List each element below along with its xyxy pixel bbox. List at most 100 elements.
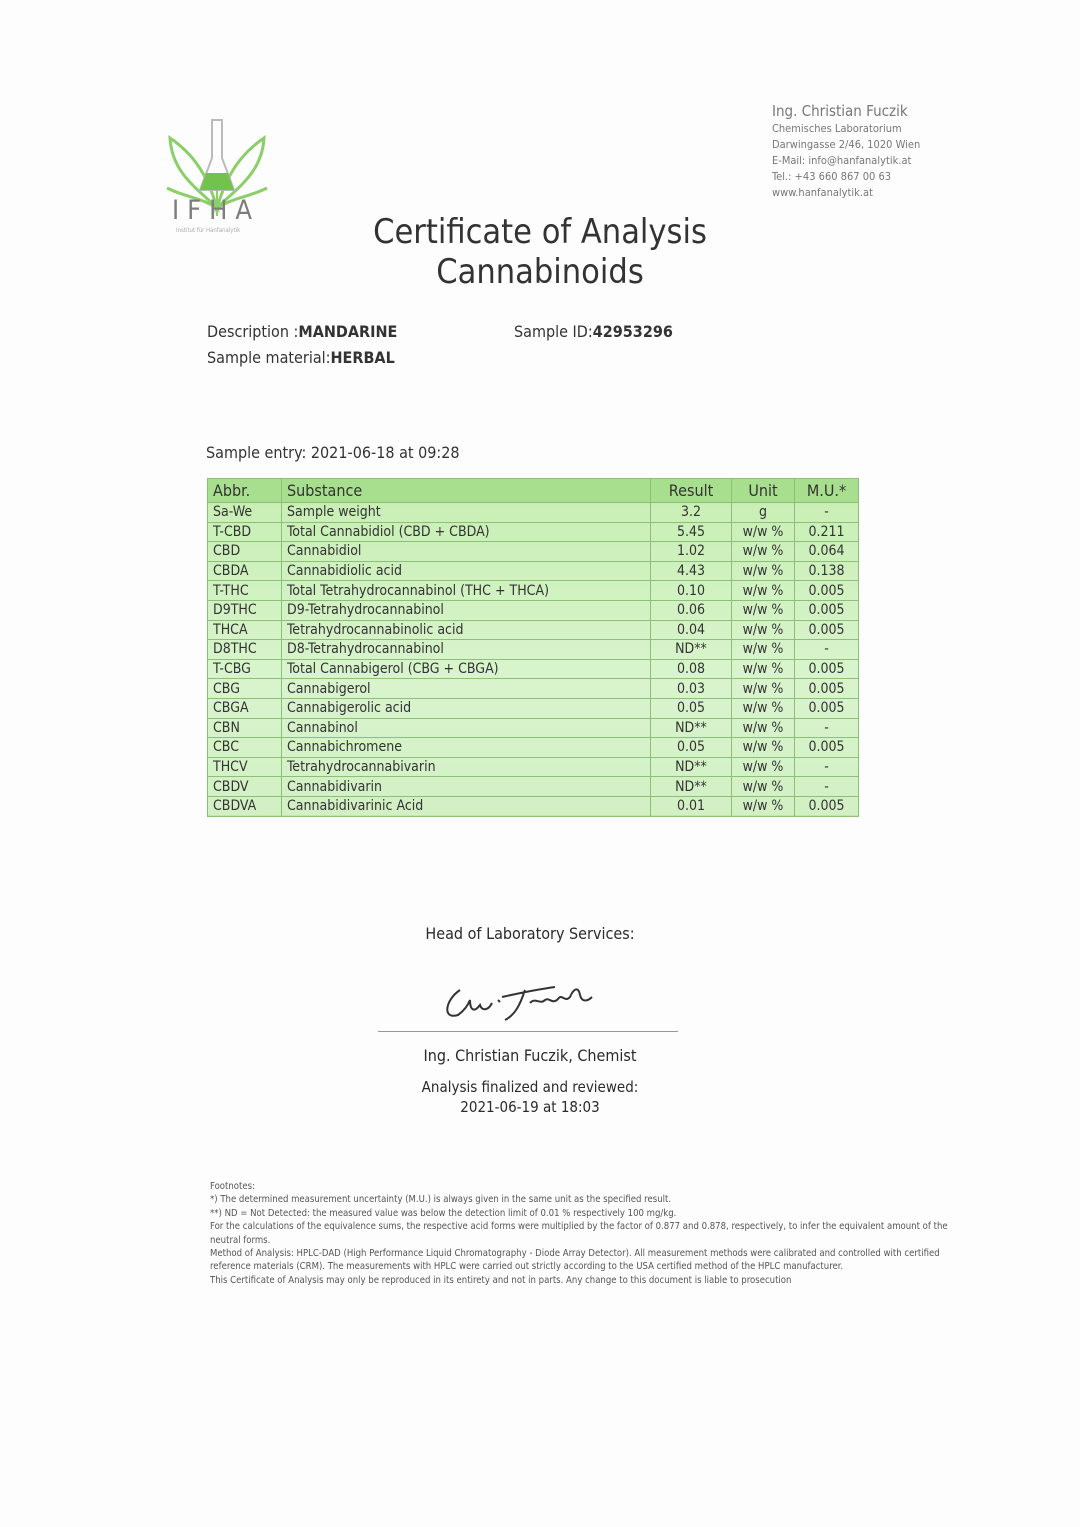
result-cell: 0.06	[650, 599, 732, 621]
unit-cell: w/w %	[731, 521, 795, 543]
footnote: This Certificate of Analysis may only be…	[210, 1274, 792, 1286]
table-row: CBGA Cannabigerolic acid 0.05 w/w % 0.005	[207, 697, 859, 719]
table-row: CBDA Cannabidiolic acid 4.43 w/w % 0.138	[207, 560, 859, 582]
abbr-cell: D8THC	[207, 639, 282, 660]
abbr-cell: T-THC	[207, 580, 282, 601]
result-cell: 0.01	[650, 795, 732, 817]
substance-cell: Cannabinol	[281, 717, 651, 739]
mu-cell: 0.005	[794, 580, 859, 601]
abbr-cell: T-CBG	[207, 658, 282, 680]
table-row: THCA Tetrahydrocannabinolic acid 0.04 w/w %…	[207, 619, 859, 641]
result-cell: ND**	[650, 639, 732, 660]
abbr-cell: CBD	[207, 541, 282, 562]
table-row: Sa-We Sample weight 3.2 g -	[207, 502, 859, 523]
abbr-cell: Sa-We	[207, 502, 282, 523]
col-result: Result	[650, 478, 732, 503]
result-cell: 0.05	[650, 737, 732, 758]
description: Description :MANDARINE	[207, 322, 397, 341]
result-cell: 4.43	[650, 560, 732, 582]
mu-cell: -	[794, 639, 859, 660]
result-cell: 0.08	[650, 658, 732, 680]
lab-line: Chemisches Laboratorium	[772, 122, 902, 135]
col-unit: Unit	[731, 478, 795, 503]
mu-cell: 0.005	[794, 697, 859, 719]
mu-cell: 0.005	[794, 737, 859, 758]
substance-cell: Cannabichromene	[281, 737, 651, 758]
sample-id-value: 42953296	[592, 322, 673, 341]
mu-cell: 0.005	[794, 678, 859, 699]
mu-cell: 0.005	[794, 599, 859, 621]
lab-line: Tel.: +43 660 867 00 63	[772, 170, 892, 183]
signature-icon	[446, 986, 593, 1021]
substance-cell: Cannabidiolic acid	[281, 560, 651, 582]
result-cell: ND**	[650, 776, 732, 797]
title-line: Certificate of Analysis	[373, 212, 707, 252]
mu-cell: -	[794, 756, 859, 778]
mu-cell: 0.211	[794, 521, 859, 543]
table-row: T-CBG Total Cannabigerol (CBG + CBGA) 0.08…	[207, 658, 859, 680]
col-substance: Substance	[281, 478, 651, 503]
mu-cell: 0.138	[794, 560, 859, 582]
table-row: CBDVA Cannabidivarinic Acid 0.01 w/w % 0.005	[207, 795, 859, 817]
finalized-label: Analysis finalized and reviewed:	[421, 1078, 639, 1096]
footnote: *) The determined measurement uncertaint…	[210, 1194, 672, 1206]
footnote: Footnotes:	[210, 1181, 255, 1192]
table-row: CBC Cannabichromene 0.05 w/w % 0.005	[207, 737, 859, 758]
unit-cell: w/w %	[731, 697, 795, 719]
mu-cell: -	[794, 502, 859, 523]
subtitle-line: Cannabinoids	[436, 252, 644, 292]
footnote: **) ND = Not Detected: the measured valu…	[210, 1207, 677, 1219]
abbr-cell: CBN	[207, 717, 282, 739]
table-header: Abbr. Substance Result Unit M.U.*	[207, 478, 859, 503]
unit-cell: g	[731, 502, 795, 523]
chemist-name: Ing. Christian Fuczik, Chemist	[423, 1046, 637, 1065]
substance-cell: Tetrahydrocannabinolic acid	[281, 619, 651, 641]
document-title: Certificate of Analysis Cannabinoids	[0, 212, 1080, 292]
substance-cell: Sample weight	[281, 502, 651, 523]
table-row: T-CBD Total Cannabidiol (CBD + CBDA) 5.45 w…	[207, 521, 859, 543]
substance-cell: Cannabigerolic acid	[281, 697, 651, 719]
substance-cell: Total Cannabidiol (CBD + CBDA)	[281, 521, 651, 543]
unit-cell: w/w %	[731, 756, 795, 778]
lab-line: E-Mail: info@hanfanalytik.at	[772, 154, 912, 167]
substance-cell: Cannabidivarinic Acid	[281, 795, 651, 817]
mu-cell: -	[794, 776, 859, 797]
table-row: CBD Cannabidiol 1.02 w/w % 0.064	[207, 541, 859, 562]
finalized-date: 2021-06-19 at 18:03	[460, 1098, 600, 1116]
substance-cell: Cannabigerol	[281, 678, 651, 699]
substance-cell: Cannabidivarin	[281, 776, 651, 797]
unit-cell: w/w %	[731, 776, 795, 797]
table-row: D9THC D9-Tetrahydrocannabinol 0.06 w/w % 0.0…	[207, 599, 859, 621]
result-cell: 0.05	[650, 697, 732, 719]
abbr-cell: CBC	[207, 737, 282, 758]
table-row: THCV Tetrahydrocannabivarin ND** w/w % -	[207, 756, 859, 778]
mu-cell: 0.064	[794, 541, 859, 562]
footnote: For the calculations of the equivalence …	[210, 1221, 948, 1246]
unit-cell: w/w %	[731, 541, 795, 562]
sample-id: Sample ID:42953296	[514, 322, 673, 341]
abbr-cell: CBG	[207, 678, 282, 699]
lab-line: Darwingasse 2/46, 1020 Wien	[772, 138, 921, 151]
material-label: Sample material:	[207, 348, 331, 367]
signature-label: Head of Laboratory Services:	[425, 924, 635, 943]
result-cell: 0.04	[650, 619, 732, 641]
sample-entry: Sample entry: 2021-06-18 at 09:28	[206, 443, 460, 462]
unit-cell: w/w %	[731, 580, 795, 601]
table-row: T-THC Total Tetrahydrocannabinol (THC + T…	[207, 580, 859, 601]
unit-cell: w/w %	[731, 560, 795, 582]
result-cell: 0.10	[650, 580, 732, 601]
col-mu: M.U.*	[794, 478, 859, 503]
abbr-cell: CBDA	[207, 560, 282, 582]
col-abbr: Abbr.	[207, 478, 282, 503]
footnotes: Footnotes: *) The determined measurement…	[210, 1180, 950, 1287]
table-row: CBN Cannabinol ND** w/w % -	[207, 717, 859, 739]
unit-cell: w/w %	[731, 678, 795, 699]
result-cell: ND**	[650, 717, 732, 739]
result-cell: 1.02	[650, 541, 732, 562]
sample-material: Sample material:HERBAL	[207, 348, 395, 367]
signature-line	[378, 1031, 678, 1032]
abbr-cell: CBDV	[207, 776, 282, 797]
mu-cell: 0.005	[794, 619, 859, 641]
abbr-cell: CBGA	[207, 697, 282, 719]
